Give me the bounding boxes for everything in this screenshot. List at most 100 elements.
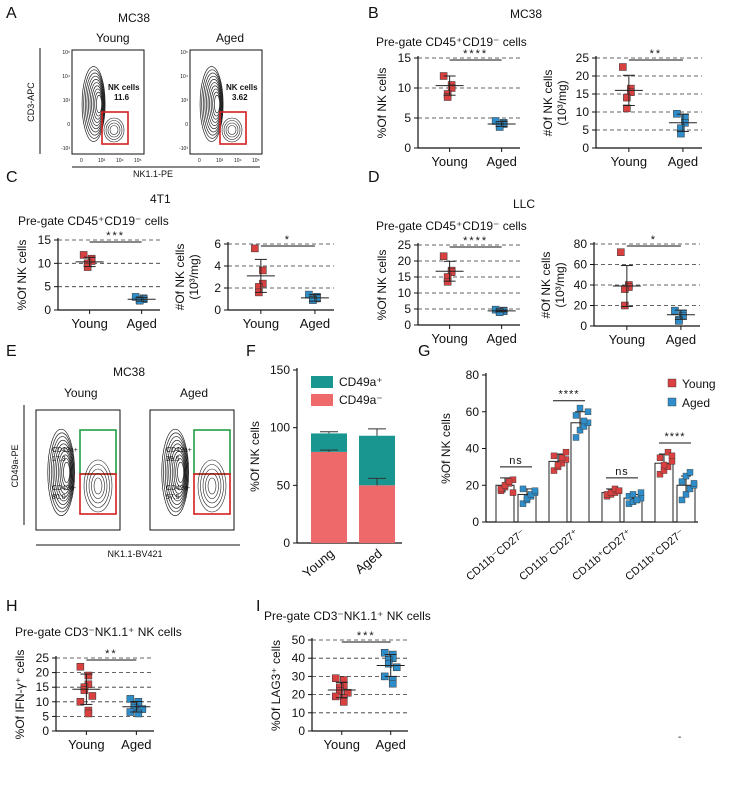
- cd49a-pos-label: CD49a+: [52, 447, 78, 454]
- y-axis-title: %Of IFN-γ⁺ cells: [13, 650, 27, 740]
- contour-line: [52, 439, 74, 505]
- header-llc: LLC: [513, 197, 535, 211]
- contour-line: [61, 458, 71, 487]
- legend-label-young: Young: [682, 377, 716, 391]
- data-point: [130, 703, 139, 712]
- y-tick-label: 0: [582, 141, 589, 155]
- flow-e-group-young: Young: [64, 386, 98, 400]
- data-point: [380, 648, 389, 657]
- contour-line: [57, 450, 72, 494]
- gate-contour: [83, 459, 113, 513]
- bar-cd49a-pos: [359, 435, 395, 486]
- y-axis-title: %Of NK cells: [15, 240, 29, 311]
- nk-gate-value: 11.6: [114, 93, 130, 102]
- contour-line: [89, 82, 104, 126]
- data-point: [392, 663, 401, 672]
- gate-contour: [227, 125, 237, 135]
- contour-line: [81, 66, 106, 142]
- data-point: [497, 485, 505, 493]
- y-tick-label: 50: [292, 633, 306, 647]
- cd49a-neg-gate: [193, 473, 231, 515]
- data-point: [332, 674, 340, 682]
- data-point: [584, 408, 592, 415]
- contour-line: [171, 450, 186, 494]
- y-tick-label: 10: [36, 695, 50, 709]
- y-tick-label: 10: [292, 706, 306, 720]
- y-tick-label: 0: [472, 515, 479, 529]
- significance-label: **: [650, 48, 663, 60]
- y-axis-title: %Of NK cells: [375, 68, 389, 139]
- flow-a-ytick: 10³: [63, 98, 71, 104]
- data-point: [251, 244, 259, 253]
- pregate-b: Pre-gate CD45⁺CD19⁻ cells: [376, 35, 527, 49]
- legend-label-pos: CD49a⁺: [339, 375, 383, 389]
- gate-contour: [197, 459, 227, 513]
- data-point: [686, 485, 694, 493]
- x-category-label: Aged: [300, 316, 330, 331]
- data-point: [332, 692, 340, 701]
- data-point: [615, 487, 623, 494]
- cd49a-pos-gate: [193, 429, 231, 475]
- data-point: [572, 412, 580, 419]
- y-tick-label: 0: [214, 303, 221, 317]
- flow-a-xaxis: NK1.1-PE: [133, 169, 173, 179]
- bar-cd49a-neg: [311, 451, 347, 543]
- data-point: [677, 129, 685, 138]
- data-point: [84, 671, 93, 680]
- data-point: [336, 687, 344, 695]
- y-tick-label: 0: [44, 303, 51, 317]
- contour-line: [210, 88, 221, 120]
- contour-line: [92, 88, 103, 120]
- contour-line: [199, 66, 224, 142]
- x-category-label: Young: [431, 154, 467, 169]
- x-category-label: Young: [324, 737, 360, 752]
- flow-e-group-aged: Aged: [180, 386, 208, 400]
- data-point: [550, 452, 558, 460]
- contour-line: [63, 461, 71, 483]
- y-tick-label: 25: [36, 651, 50, 665]
- legend-swatch-pos: [311, 376, 333, 388]
- data-point: [527, 491, 535, 498]
- gate-contour: [221, 117, 243, 143]
- y-tick-label: 15: [576, 87, 590, 101]
- flow-panel-a: MC38 Young Aged CD3-APC NK1.1-PE: [26, 11, 260, 179]
- gate-contour: [107, 122, 121, 138]
- y-tick-label: 0: [283, 536, 290, 550]
- panel-letter-h: H: [6, 598, 18, 615]
- stray-dash: -: [678, 732, 681, 743]
- data-point: [623, 104, 631, 113]
- header-mc38-b: MC38: [510, 7, 542, 21]
- data-point: [675, 317, 683, 325]
- data-point: [682, 491, 690, 498]
- data-point: [76, 698, 85, 706]
- gate-contour: [105, 120, 123, 140]
- chart-c2: 0 2 4 6 #Of NK cells (10³/mg) Young Aged *: [173, 234, 334, 331]
- y-tick-label: 5: [404, 302, 411, 316]
- contour-line: [212, 91, 221, 117]
- contour-line: [204, 75, 223, 133]
- y-axis-title: #Of NK cells: [539, 252, 553, 319]
- y-tick-label: 20: [36, 666, 50, 680]
- flow-a-xtick: 10⁵: [134, 158, 142, 164]
- contour-line: [170, 447, 187, 498]
- data-point: [576, 426, 584, 434]
- contour-line: [168, 443, 187, 502]
- data-point: [384, 659, 393, 668]
- data-point: [621, 301, 629, 310]
- y-tick-label: 25: [398, 238, 412, 252]
- contour-line: [50, 436, 74, 509]
- y-tick-label: 20: [292, 688, 306, 702]
- pregate-d: Pre-gate CD45⁺CD19⁻ cells: [376, 219, 527, 233]
- data-point: [79, 251, 88, 259]
- cd49a-neg-value: 57.5: [166, 494, 180, 501]
- y-tick-label: 5: [582, 123, 589, 137]
- data-point: [550, 467, 558, 474]
- data-point: [668, 458, 676, 465]
- data-point: [637, 489, 645, 496]
- x-category-label: Young: [71, 316, 107, 331]
- flow-a-ytick: 10⁵: [62, 50, 70, 56]
- y-tick-label: 20: [576, 69, 590, 83]
- contour-line: [56, 447, 73, 498]
- panel-letter-c: C: [6, 169, 18, 186]
